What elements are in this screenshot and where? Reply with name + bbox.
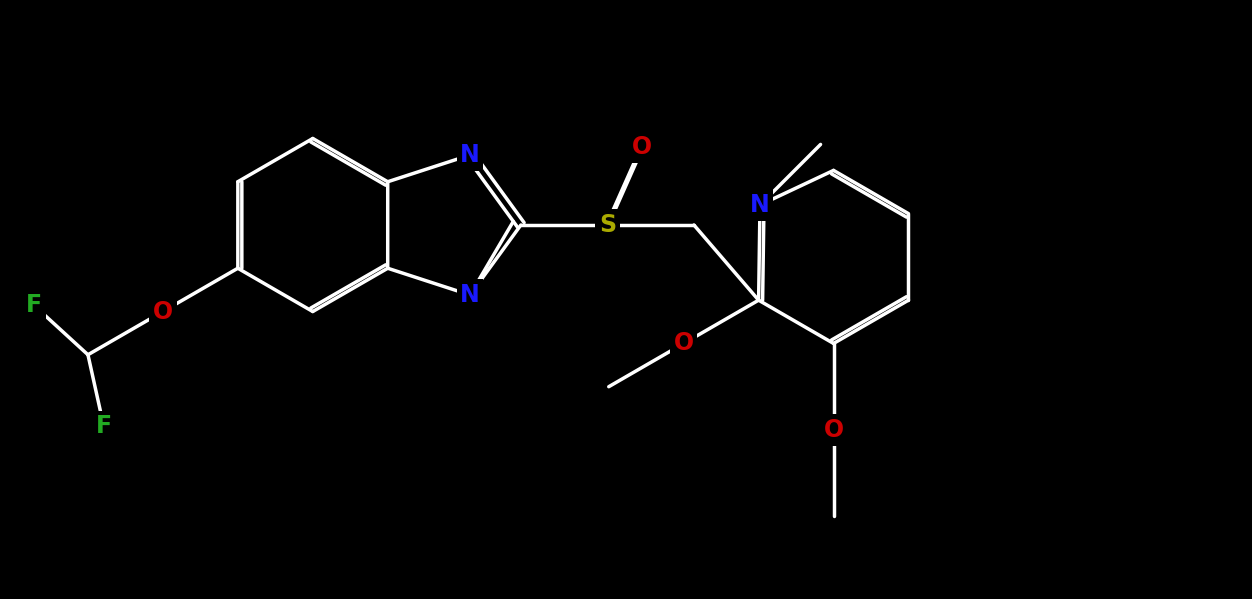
Text: O: O: [674, 331, 694, 355]
Text: N: N: [461, 143, 480, 167]
Text: N: N: [750, 193, 770, 217]
Text: N: N: [461, 283, 480, 307]
Text: O: O: [632, 135, 652, 159]
Text: F: F: [26, 294, 43, 317]
Text: O: O: [824, 418, 844, 442]
Text: S: S: [598, 213, 616, 237]
Text: F: F: [95, 415, 111, 438]
Text: O: O: [153, 300, 173, 323]
